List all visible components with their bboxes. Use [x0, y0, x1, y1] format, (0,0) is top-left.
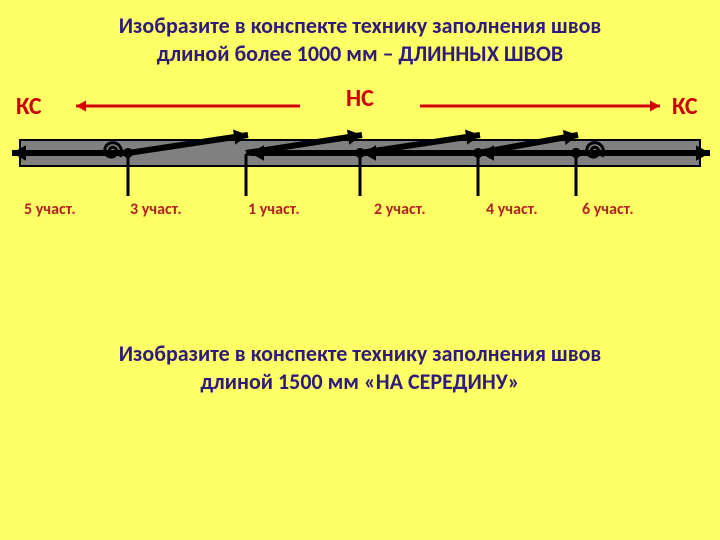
title-2-line1: Изобразите в конспекте технику заполнени…: [119, 340, 602, 367]
diagram-svg: [0, 0, 720, 540]
label-ks-right-text: КС: [672, 92, 698, 121]
label-nc-text: НС: [346, 84, 374, 113]
section-label-2: 3 участ.: [130, 200, 182, 219]
title-1-line2: длиной более 1000 мм – ДЛИННЫХ ШВОВ: [157, 40, 563, 67]
label-ks-left-text: КС: [16, 92, 42, 121]
section-label-1: 5 участ.: [24, 200, 76, 219]
section-label-6: 6 участ.: [582, 200, 634, 219]
title-1: Изобразите в конспекте технику заполнени…: [0, 12, 720, 67]
section-label-4: 2 участ.: [374, 200, 426, 219]
section-label-3: 1 участ.: [248, 200, 300, 219]
slide-canvas: Изобразите в конспекте технику заполнени…: [0, 0, 720, 540]
section-label-5: 4 участ.: [486, 200, 538, 219]
title-2-line2: длиной 1500 мм «НА СЕРЕДИНУ»: [200, 368, 519, 395]
label-ks-right: КС: [672, 92, 698, 121]
label-ks-left: КС: [16, 92, 42, 121]
title-2: Изобразите в конспекте технику заполнени…: [0, 340, 720, 395]
label-nc-center: НС: [346, 84, 374, 113]
title-1-line1: Изобразите в конспекте технику заполнени…: [119, 12, 602, 39]
